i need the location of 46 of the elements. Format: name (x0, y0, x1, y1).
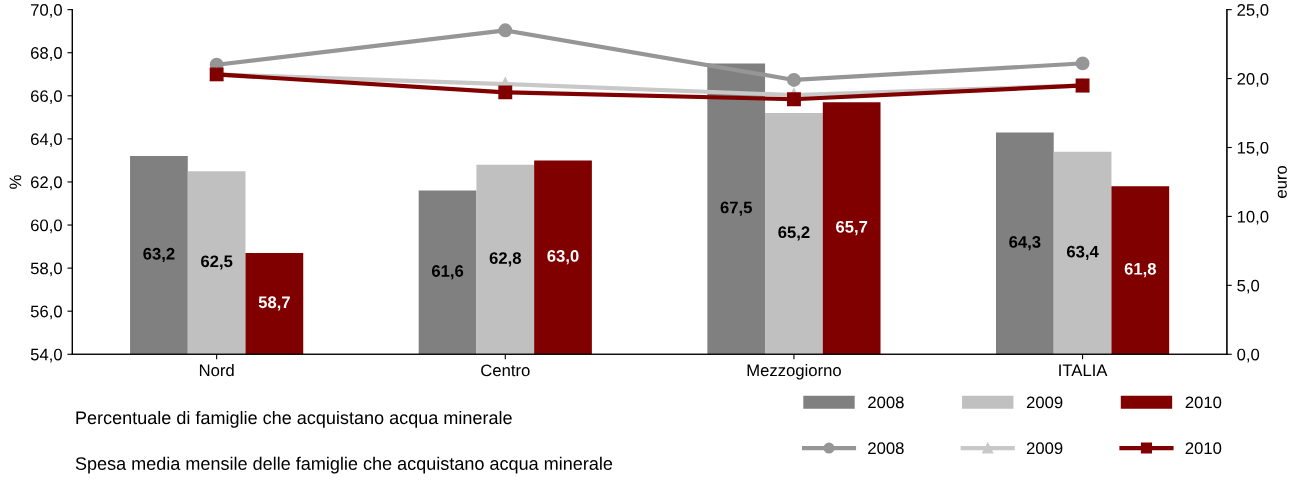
legend-label: 2010 (1185, 396, 1222, 409)
y-tick-label: 54,0 (30, 348, 62, 363)
y2-tick-label: 10,0 (1237, 210, 1269, 225)
data-label: 61,6 (431, 265, 464, 280)
y2-tick-label: 20,0 (1237, 72, 1269, 87)
y-axis-title: % (9, 175, 22, 189)
data-label: 64,3 (1009, 236, 1041, 251)
y-tick-label: 56,0 (30, 305, 62, 320)
y-tick-label: 64,0 (31, 133, 62, 148)
y-tick-label: 62,0 (31, 176, 62, 191)
legend-label: 2008 (868, 442, 904, 455)
point (1075, 56, 1090, 71)
point (786, 72, 801, 87)
legend-label: 2010 (1185, 442, 1222, 455)
y-tick-label: 58,0 (30, 262, 62, 277)
data-label: 63,2 (143, 247, 175, 263)
text: Spesa media mensile delle famiglie che acquistano acqua minerale (75, 456, 613, 474)
legend-label: 2009 (1026, 442, 1063, 455)
text: Percentuale di famiglie che acquistano acqua minerale (76, 410, 512, 428)
x-tick-label: Centro (481, 364, 530, 377)
data-label: 67,5 (720, 201, 752, 216)
data-label: 62,8 (489, 252, 521, 267)
y-tick-label: 68,0 (31, 47, 62, 61)
data-label: 65,7 (836, 220, 868, 236)
x-tick-label: ITALIA (1059, 364, 1108, 377)
data-label: 58,7 (258, 296, 290, 311)
point (498, 23, 513, 38)
y2-tick-label: 15,0 (1237, 141, 1269, 156)
y-tick-label: 60,0 (31, 219, 62, 234)
y-tick-label: 70,0 (31, 4, 62, 18)
x-tick-label: Mezzogiorno (747, 363, 841, 380)
legend-label: 2009 (1026, 396, 1063, 409)
data-label: 61,8 (1124, 262, 1157, 278)
data-label: 63,0 (547, 250, 579, 265)
y2-tick-label: 0,0 (1237, 348, 1260, 363)
data-label: 65,2 (778, 226, 810, 241)
y-tick-label: 66,0 (31, 90, 62, 104)
point (786, 92, 801, 107)
y2-tick-label: 5,0 (1237, 279, 1260, 294)
data-label: 62,5 (201, 255, 233, 270)
x-tick-label: Nord (199, 363, 234, 377)
y2-axis-title: euro (1277, 165, 1287, 198)
point (498, 85, 513, 100)
legend-label: 2008 (868, 396, 904, 409)
y2-tick-label: 25,0 (1237, 4, 1269, 18)
data-label: 63,4 (1066, 245, 1099, 260)
